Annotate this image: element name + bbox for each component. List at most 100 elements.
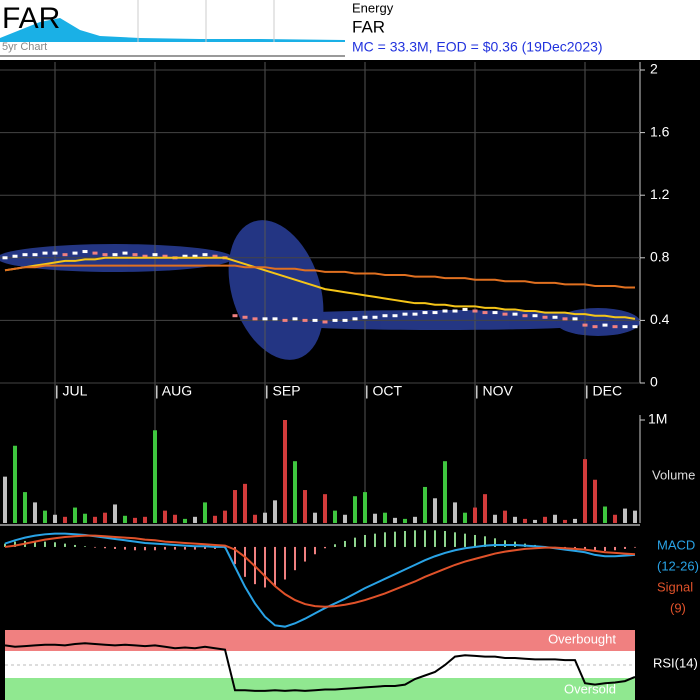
price-mark — [132, 253, 138, 257]
price-mark — [482, 311, 488, 315]
price-mark — [112, 253, 118, 257]
price-mark — [612, 325, 618, 329]
price-mark — [242, 315, 248, 319]
volume-bar — [53, 514, 57, 523]
macd-histogram — [494, 538, 496, 547]
volume-bar — [113, 504, 117, 523]
price-mark — [302, 318, 308, 322]
volume-bar — [373, 513, 377, 523]
macd-histogram — [94, 546, 96, 548]
price-mark — [392, 314, 398, 318]
volume-bar — [353, 496, 357, 523]
macd-histogram — [414, 530, 416, 547]
macd-histogram — [184, 546, 186, 550]
sector: Energy — [352, 0, 394, 15]
macd-histogram — [464, 533, 466, 547]
price-mark — [542, 315, 548, 319]
volume-bar — [253, 514, 257, 523]
price-mark — [442, 309, 448, 313]
volume-bar — [343, 514, 347, 523]
price-mark — [72, 251, 78, 255]
volume-bar — [263, 512, 267, 523]
price-mark — [252, 317, 258, 321]
price-mark — [52, 251, 58, 255]
volume-bar — [433, 498, 437, 523]
price-mark — [582, 323, 588, 327]
rsi-label: RSI(14) — [653, 655, 698, 670]
macd-histogram — [104, 546, 106, 549]
volume-bar — [623, 508, 627, 523]
volume-bar — [213, 515, 217, 523]
price-mark — [22, 253, 28, 257]
macd-histogram — [204, 546, 206, 549]
macd-histogram — [394, 531, 396, 547]
volume-label: Volume — [652, 467, 695, 482]
macd-histogram — [274, 546, 276, 587]
overbought-label: Overbought — [548, 631, 616, 646]
volume-bar — [413, 516, 417, 523]
price-mark — [322, 320, 328, 324]
legend-name: MACD — [657, 537, 695, 552]
price-mark — [312, 318, 318, 322]
macd-histogram — [64, 543, 66, 547]
x-tick-label: | NOV — [475, 383, 514, 399]
macd-histogram — [264, 546, 266, 588]
macd-histogram — [374, 533, 376, 547]
volume-bar — [363, 492, 367, 523]
price-mark — [632, 325, 638, 329]
moving-average — [4, 264, 635, 289]
volume-bar — [563, 519, 567, 523]
x-tick-label: | SEP — [265, 383, 301, 399]
price-mark — [602, 323, 608, 327]
volume-bar — [603, 506, 607, 523]
thumb-label: 5yr Chart — [2, 41, 47, 53]
macd-histogram — [344, 540, 346, 547]
volume-bar — [523, 518, 527, 523]
macd-histogram — [14, 541, 16, 547]
macd-histogram — [614, 546, 616, 551]
price-mark — [192, 254, 198, 258]
y-tick-label: 0.4 — [650, 311, 670, 327]
y-tick-label: 2 — [650, 61, 658, 77]
price-mark — [362, 315, 368, 319]
price-mark — [562, 317, 568, 321]
macd-histogram — [604, 546, 606, 551]
macd-histogram — [34, 540, 36, 547]
macd-histogram — [484, 536, 486, 547]
macd-histogram — [124, 546, 126, 550]
price-mark — [2, 256, 8, 260]
price-mark — [12, 254, 18, 258]
volume-bar — [233, 490, 237, 523]
volume-bar — [313, 512, 317, 523]
price-mark — [492, 311, 498, 315]
price-mark — [552, 315, 558, 319]
thumb-grid — [137, 0, 275, 42]
y-tick-label: 0 — [650, 374, 658, 390]
price-mark — [272, 317, 278, 321]
macd-histogram — [134, 546, 136, 551]
macd-histogram — [324, 546, 326, 549]
company: FAR — [352, 17, 385, 36]
macd-histogram — [54, 542, 56, 547]
volume-bar — [303, 490, 307, 523]
macd-histogram — [474, 534, 476, 547]
volume-bar — [463, 512, 467, 523]
price-mark — [32, 253, 38, 257]
price-mark — [92, 251, 98, 255]
volume-bar — [63, 516, 67, 523]
legend-params: (9) — [670, 600, 686, 615]
macd-histogram — [154, 546, 156, 551]
price-mark — [162, 254, 168, 258]
volume-bar — [443, 461, 447, 523]
macd-histogram — [144, 546, 146, 551]
thumb-area — [0, 18, 345, 42]
macd-histogram — [294, 546, 296, 571]
price-mark — [502, 312, 508, 316]
volume-bar — [583, 459, 587, 523]
macd-line — [4, 532, 636, 628]
macd-histogram — [4, 543, 6, 547]
macd-histogram — [584, 546, 586, 550]
header-bg — [0, 0, 700, 60]
legend-name: Signal — [657, 579, 693, 594]
volume-bar — [393, 517, 397, 523]
